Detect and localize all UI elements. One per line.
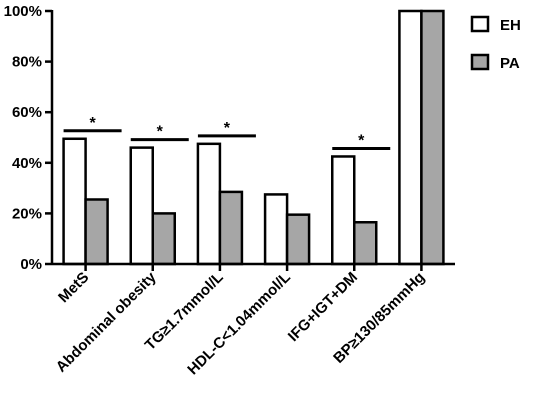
bar-eh: [62, 137, 87, 266]
legend-label-eh: EH: [500, 17, 521, 34]
bar-pa: [420, 9, 445, 266]
y-tick-label: 60%: [12, 104, 42, 121]
y-tick-label: 0%: [20, 256, 42, 273]
bar-eh: [263, 193, 289, 266]
y-axis: 0% 20% 40% 60% 80% 100%: [4, 3, 54, 273]
significance-markers: * * * *: [63, 115, 391, 150]
bar-pa: [151, 212, 176, 266]
legend-swatch-pa: [470, 53, 490, 71]
y-tick-label: 100%: [4, 3, 42, 20]
x-tick-label: IFG+IGT+DM: [285, 269, 361, 345]
bar-pa: [218, 190, 244, 266]
legend-label-pa: PA: [500, 55, 520, 72]
legend-swatch-eh: [470, 15, 490, 33]
bar-eh: [331, 155, 356, 266]
legend: EH PA: [470, 15, 521, 72]
bar-pa: [285, 213, 311, 266]
significance-star: *: [89, 115, 96, 132]
significance-star: *: [157, 124, 164, 141]
bar-eh: [129, 146, 154, 266]
significance-star: *: [358, 132, 365, 149]
y-tick-label: 20%: [12, 205, 42, 222]
significance-star: *: [224, 120, 231, 137]
x-tick-label: MetS: [55, 269, 92, 306]
bar-eh: [196, 142, 222, 266]
bar-pa: [84, 198, 109, 266]
bars-group: [62, 9, 445, 266]
y-tick-label: 40%: [12, 155, 42, 172]
y-tick-label: 80%: [12, 54, 42, 71]
bar-pa: [353, 221, 378, 266]
bar-eh: [398, 9, 423, 266]
